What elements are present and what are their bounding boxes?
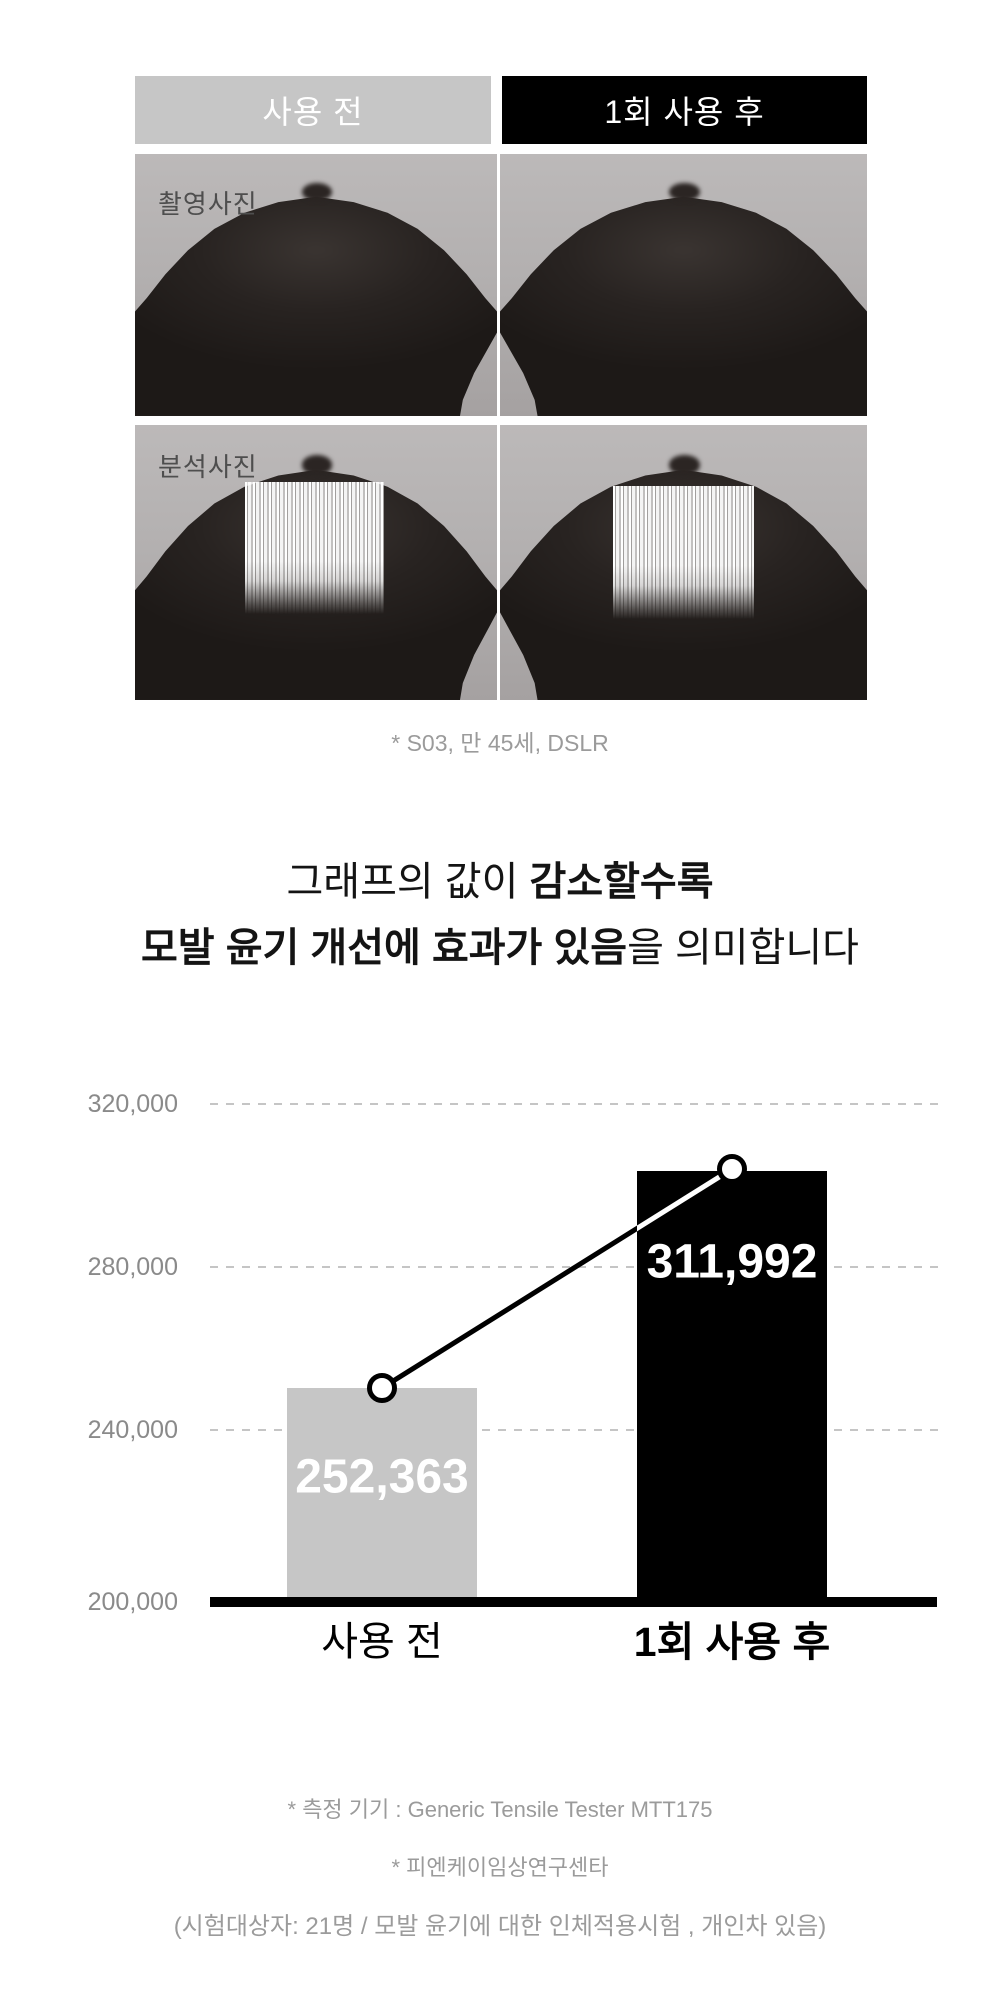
- footnote-subjects: (시험대상자: 21명 / 모발 윤기에 대한 인체적용시험 , 개인차 있음): [173, 1913, 827, 1940]
- headline-line2-bold: 모발 윤기 개선에 효과가 있음: [141, 926, 628, 970]
- photo-after-analysis: [500, 425, 867, 700]
- footnote-device: * 측정 기기 : Generic Tensile Tester MTT175: [287, 1797, 713, 1822]
- x-label-after: 1회 사용 후: [634, 1619, 830, 1665]
- y-tick-280000: 280,000: [88, 1253, 178, 1281]
- hair-bun: [668, 455, 700, 475]
- photo-row2-label: 분석사진: [158, 452, 258, 482]
- bar-before: [287, 1388, 477, 1597]
- marker-after: [717, 1154, 747, 1184]
- gloss-analysis-highlight: [613, 486, 754, 619]
- bar-value-after: 311,992: [647, 1236, 818, 1289]
- headline-line1-regular: 그래프의 값이: [286, 860, 530, 904]
- photo-before-analysis: 분석사진: [135, 425, 497, 700]
- photo-row1-label: 촬영사진: [158, 189, 258, 219]
- photo-before-shot: 촬영사진: [135, 154, 497, 416]
- trend-line-over-bar: [637, 1171, 734, 1232]
- column-header-before-label: 사용 전: [262, 94, 364, 130]
- column-header-before: 사용 전: [135, 76, 491, 144]
- column-header-after-label: 1회 사용 후: [604, 94, 765, 130]
- bar-after: [637, 1171, 827, 1597]
- headline-line1-bold: 감소할수록: [529, 860, 714, 904]
- hair-bun: [301, 455, 333, 475]
- hair-bun: [668, 182, 700, 202]
- column-header-after: 1회 사용 후: [502, 76, 867, 144]
- subject-caption: * S03, 만 45세, DSLR: [391, 730, 609, 756]
- hair-bun: [301, 182, 333, 202]
- y-tick-240000: 240,000: [88, 1416, 178, 1444]
- headline-line1: 그래프의 값이 감소할수록: [0, 858, 1000, 906]
- gloss-analysis-highlight: [245, 482, 384, 614]
- photo-after-shot: [500, 154, 867, 416]
- headline-line2: 모발 윤기 개선에 효과가 있음을 의미합니다: [0, 924, 1000, 972]
- headline-line2-regular: 을 의미합니다: [627, 926, 859, 970]
- y-tick-200000: 200,000: [88, 1588, 178, 1616]
- x-label-before: 사용 전: [321, 1620, 443, 1664]
- y-tick-320000: 320,000: [88, 1090, 178, 1118]
- footnote-lab: * 피엔케이임상연구센타: [391, 1855, 609, 1880]
- gloss-bar-chart: 320,000 280,000 240,000 200,000 252,363 …: [88, 1090, 940, 1665]
- bar-value-before: 252,363: [295, 1451, 469, 1504]
- marker-before: [367, 1373, 397, 1403]
- x-axis-line: [210, 1597, 937, 1607]
